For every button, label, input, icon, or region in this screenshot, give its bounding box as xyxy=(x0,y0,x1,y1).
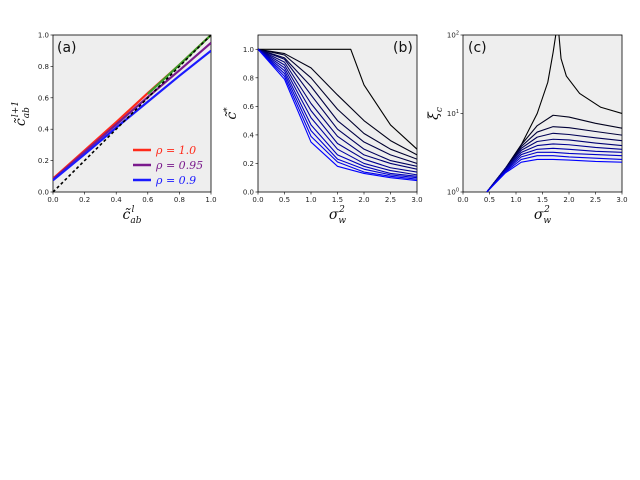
series-line-7 xyxy=(258,48,417,176)
x-tick-label: 0.5 xyxy=(279,196,290,204)
chart-panel-a: 0.0 0.2 0.4 0.6 0.8 1.0 0.0 0.2 0.4 0.6 0.8 1.0 (a) c… xyxy=(11,32,217,227)
x-tick-label: 0.8 xyxy=(174,196,185,204)
legend-label: ρ = 0.9 xyxy=(155,174,196,187)
x-tick-label: 3.0 xyxy=(616,196,627,204)
y-tick-label: 1.0 xyxy=(243,46,254,54)
x-axis-label: c̃abl xyxy=(123,205,142,226)
series-line-6 xyxy=(486,143,622,192)
x-tick-label: 1.5 xyxy=(332,196,343,204)
y-tick-label: 0.4 xyxy=(38,126,50,134)
x-tick-label: 2.0 xyxy=(358,196,369,204)
x-tick-label: 1.0 xyxy=(205,196,216,204)
series-line-10 xyxy=(258,48,417,180)
x-tick-label: 0.0 xyxy=(47,196,58,204)
x-tick-label: 1.0 xyxy=(305,196,316,204)
panel-label: (b) xyxy=(393,40,413,56)
series-line-3 xyxy=(147,35,211,95)
series-line-1 xyxy=(258,48,417,156)
y-tick-label: 0.2 xyxy=(243,160,254,168)
x-tick-label: 2.5 xyxy=(590,196,601,204)
series-line-9 xyxy=(258,48,417,179)
x-tick-label: 0.2 xyxy=(79,196,90,204)
series-line-4 xyxy=(258,48,417,167)
legend-label: ρ = 0.95 xyxy=(155,159,203,172)
series-line-7 xyxy=(486,147,622,192)
chart-panel-b: 0.0 0.5 1.0 1.5 2.0 2.5 3.0 0.0 0.2 0.4 0.6 0.8 1.0 (… xyxy=(223,34,423,226)
x-axis-label: σw2 xyxy=(534,205,552,226)
x-tick-label: 1.0 xyxy=(510,196,521,204)
y-tick-label: 0.0 xyxy=(243,189,254,197)
y-axis-label: c̃abl+1 xyxy=(11,101,32,126)
y-axis-label: ξc xyxy=(426,107,445,120)
series-line-1 xyxy=(53,42,211,181)
panel-label: (a) xyxy=(57,40,77,56)
x-tick-label: 3.0 xyxy=(411,196,422,204)
series-line-11 xyxy=(258,48,417,182)
y-tick-label: 0.8 xyxy=(243,74,254,82)
x-tick-label: 0.0 xyxy=(457,196,468,204)
series-line-6 xyxy=(258,48,417,173)
series-line-4 xyxy=(53,35,211,192)
y-tick-label: 0.6 xyxy=(38,94,50,102)
series-line-0 xyxy=(258,48,417,150)
y-tick-label: 0.8 xyxy=(38,63,49,71)
legend-label: ρ = 1.0 xyxy=(155,144,196,157)
series-line-8 xyxy=(486,151,622,192)
y-tick-label: 0.0 xyxy=(38,189,49,197)
series-line-2 xyxy=(258,48,417,160)
x-axis-label: σw2 xyxy=(329,205,347,226)
series-line-2 xyxy=(53,49,211,182)
series-line-1 xyxy=(558,35,622,115)
series-line-8 xyxy=(258,48,417,177)
y-tick-label: 0.2 xyxy=(38,157,49,165)
legend: ρ = 1.0 ρ = 0.95 ρ = 0.9 xyxy=(133,144,203,187)
x-tick-label: 0.0 xyxy=(252,196,263,204)
plot-area xyxy=(462,34,623,193)
series-line-5 xyxy=(486,138,622,192)
y-tick-label: 0.4 xyxy=(243,131,255,139)
series-group xyxy=(258,48,417,182)
y-tick-label: 101 xyxy=(447,109,459,118)
series-group xyxy=(486,35,622,192)
chart-panel-c: 0.0 0.5 1.0 1.5 2.0 2.5 3.0 100 101 102 (c) σw2 ξc xyxy=(426,31,628,227)
y-tick-label: 0.6 xyxy=(243,103,255,111)
x-tick-label: 0.6 xyxy=(142,196,154,204)
y-tick-label: 102 xyxy=(447,31,459,40)
series-group xyxy=(53,35,211,192)
x-tick-label: 2.0 xyxy=(563,196,574,204)
series-line-9 xyxy=(486,155,622,192)
y-tick-label: 1.0 xyxy=(38,32,49,40)
series-line-5 xyxy=(258,48,417,170)
panel-label: (c) xyxy=(468,40,487,56)
x-tick-label: 2.5 xyxy=(385,196,396,204)
x-tick-label: 1.5 xyxy=(537,196,548,204)
series-line-10 xyxy=(486,158,622,192)
x-tick-label: 0.5 xyxy=(484,196,495,204)
x-tick-label: 0.4 xyxy=(111,196,123,204)
y-tick-label: 100 xyxy=(447,188,459,197)
series-line-3 xyxy=(258,48,417,164)
y-axis-label: c̃* xyxy=(223,107,240,120)
